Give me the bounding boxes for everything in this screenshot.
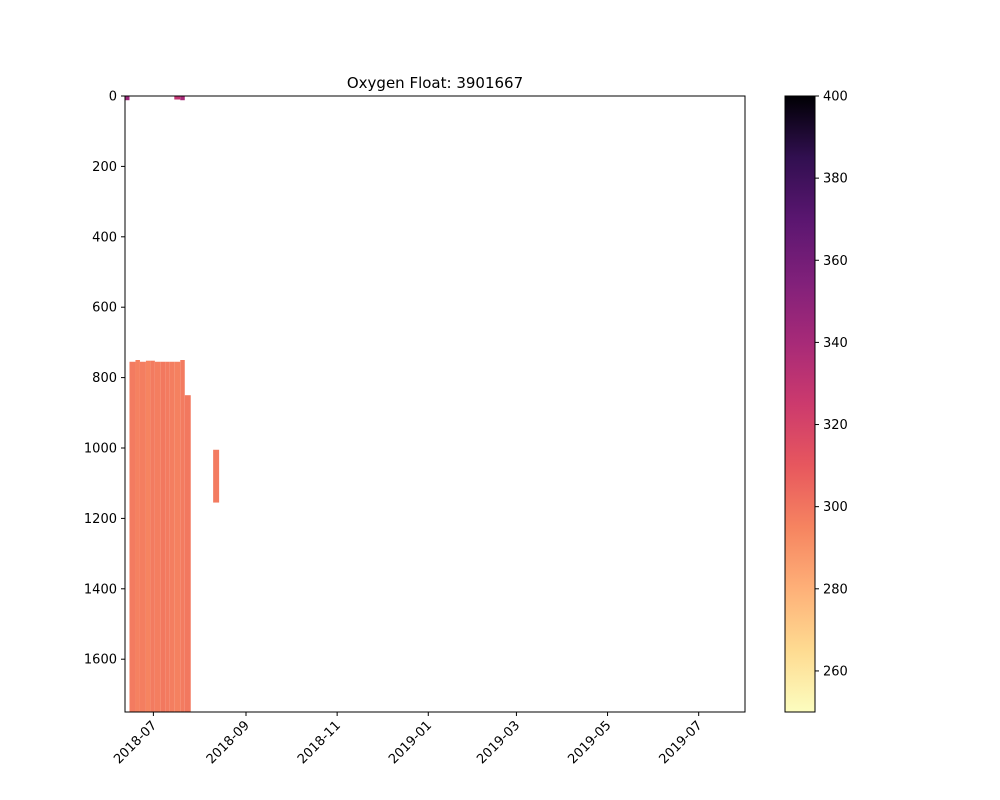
heatmap-cell-13 — [180, 360, 185, 712]
y-tick-label-8: 1600 — [84, 653, 117, 668]
colorbar — [784, 95, 816, 713]
heatmap-cell-1 — [129, 361, 136, 712]
heatmap-cell-10 — [174, 96, 181, 100]
heatmap-cell-6 — [154, 361, 161, 712]
colorbar-ticks: 260 280 300 320 340 360 380 400 — [815, 90, 848, 679]
heatmap-cell-3 — [139, 361, 146, 712]
colorbar-tick-label-4: 340 — [823, 336, 848, 351]
y-tick-label-7: 1400 — [84, 582, 117, 597]
x-tick-label-0: 2018-07 — [111, 718, 160, 767]
colorbar-tick-label-2: 300 — [823, 500, 848, 515]
y-tick-label-0: 0 — [109, 90, 117, 105]
colorbar-tick-label-5: 360 — [823, 254, 848, 269]
x-tick-label-2: 2018-11 — [295, 718, 344, 767]
heatmap-cells — [125, 96, 220, 712]
colorbar-tick-label-7: 400 — [823, 90, 848, 105]
x-axis: 2018-07 2018-09 2018-11 2019-01 2019-03 2019-… — [111, 712, 706, 767]
colorbar-tick-label-3: 320 — [823, 418, 848, 433]
heatmap-cell-15 — [213, 449, 220, 503]
y-tick-label-5: 1000 — [84, 442, 117, 457]
heatmap-cell-11 — [174, 361, 181, 712]
colorbar-tick-label-0: 260 — [823, 664, 848, 679]
x-tick-label-5: 2019-05 — [565, 718, 614, 767]
x-tick-label-4: 2019-03 — [474, 718, 523, 767]
heatmap-cell-14 — [184, 395, 191, 712]
heatmap-cell-2 — [135, 360, 140, 712]
y-tick-label-6: 1200 — [84, 512, 117, 527]
heatmap-cell-5 — [150, 360, 155, 712]
y-tick-label-4: 800 — [92, 371, 117, 386]
y-tick-label-1: 200 — [92, 160, 117, 175]
colorbar-tick-label-6: 380 — [823, 172, 848, 187]
chart-title: Oxygen Float: 3901667 — [347, 74, 523, 92]
y-tick-label-3: 600 — [92, 301, 117, 316]
plot-frame — [124, 95, 746, 713]
heatmap-cell-4 — [145, 360, 151, 712]
y-tick-label-2: 400 — [92, 230, 117, 245]
x-tick-label-1: 2018-09 — [204, 718, 253, 767]
heatmap-cell-12 — [180, 96, 185, 101]
y-axis: 0 200 400 600 800 1000 1200 1400 1600 — [84, 90, 125, 668]
heatmap-cell-7 — [160, 361, 166, 712]
heatmap-cell-8 — [165, 361, 170, 712]
x-tick-label-6: 2019-07 — [656, 718, 705, 767]
heatmap-cell-0 — [125, 96, 130, 101]
colorbar-tick-label-1: 280 — [823, 582, 848, 597]
x-tick-label-3: 2019-01 — [386, 718, 435, 767]
heatmap-cell-9 — [169, 361, 175, 712]
